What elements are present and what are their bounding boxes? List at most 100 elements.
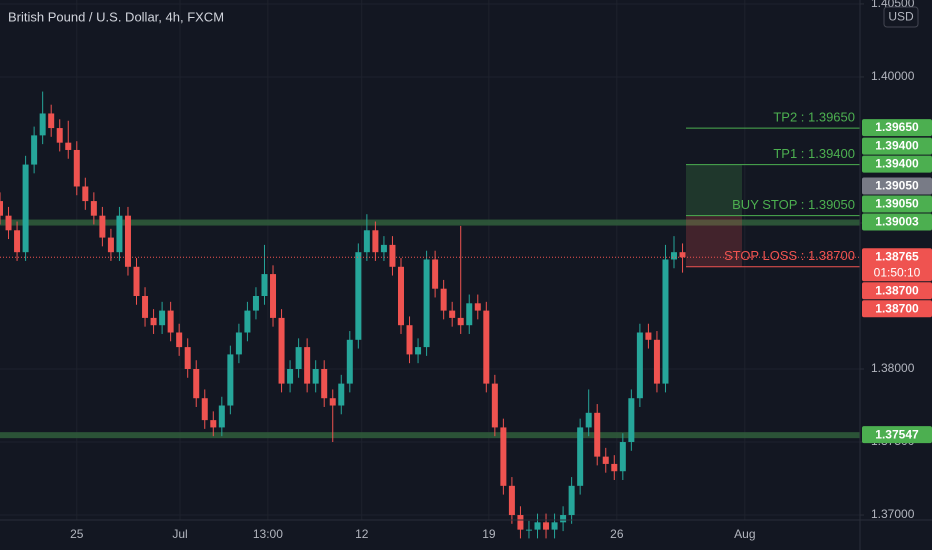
candle-body (270, 274, 277, 318)
candle-body (585, 412, 592, 428)
price-tag-label: 1.39650 (875, 120, 919, 134)
support-resistance-zone (0, 219, 860, 226)
candle-body (397, 266, 404, 326)
price-tag-label: 1.39050 (875, 179, 919, 193)
candle-body (406, 325, 413, 355)
candle-body (611, 463, 618, 472)
candle-body (372, 230, 379, 253)
candle-body (99, 215, 106, 238)
candle-body (653, 339, 660, 384)
candle-body (671, 252, 678, 260)
candle-body (568, 485, 575, 516)
order-label: STOP LOSS : 1.38700 (724, 248, 855, 263)
candle-body (355, 252, 362, 340)
candle-body (176, 332, 183, 348)
candles (0, 91, 686, 539)
y-tick-label: 1.40500 (871, 0, 915, 10)
candle-body (491, 383, 498, 428)
candle-body (560, 515, 567, 523)
candle-body (329, 398, 336, 406)
support-resistance-zone (0, 432, 860, 439)
price-tag (862, 137, 932, 155)
candle-body (457, 317, 464, 326)
candle-body (415, 347, 422, 355)
candle-body (150, 317, 157, 326)
currency-button[interactable] (883, 6, 919, 28)
candle-body (5, 215, 12, 231)
candle-body (423, 259, 430, 348)
candle-body (193, 369, 200, 399)
candle-body (48, 113, 55, 129)
candle-body (244, 310, 251, 333)
price-tags: 1.39650 1.39400 1.39400 1.39050 1.39050 1.390… (862, 119, 932, 444)
x-tick-label: 13:00 (253, 527, 283, 541)
candle-body (218, 405, 225, 428)
loss-zone (686, 215, 742, 267)
price-tag (862, 300, 932, 318)
x-tick-label: 25 (70, 527, 84, 541)
candle-body (440, 288, 447, 311)
order-label: TP1 : 1.39400 (773, 146, 855, 161)
candle-body (201, 398, 208, 421)
zones (0, 219, 860, 439)
candle-body (227, 354, 234, 406)
candle-body (380, 244, 387, 253)
x-tick-label: 26 (610, 527, 624, 541)
y-tick-label: 1.40000 (871, 69, 915, 83)
price-tag (862, 282, 932, 300)
x-tick-label: 19 (482, 527, 496, 541)
candle-body (602, 456, 609, 464)
price-tag-label: 1.39400 (875, 157, 919, 171)
candle-body (287, 369, 294, 384)
price-tag-label: 1.38765 (875, 249, 919, 263)
candle-body (82, 186, 89, 202)
candle-body (389, 244, 396, 267)
candle-body (474, 303, 481, 311)
price-tag-label: 1.39003 (875, 215, 919, 229)
candle-body (483, 310, 490, 384)
x-tick-label: Aug (734, 527, 755, 541)
countdown-label: 01:50:10 (874, 265, 921, 279)
candle-body (304, 347, 311, 384)
position-tool[interactable]: TP2 : 1.39650 TP1 : 1.39400 BUY STOP : 1.3… (0, 110, 860, 268)
candle-body (346, 339, 353, 384)
candle-body (338, 383, 345, 406)
candle-body (31, 135, 38, 165)
order-label: TP2 : 1.39650 (773, 110, 855, 125)
candle-body (543, 522, 550, 530)
candle-body (534, 522, 541, 530)
candle-body (107, 237, 114, 253)
candle-body (116, 215, 123, 253)
candle-body (167, 310, 174, 333)
price-tag-label: 1.37547 (875, 427, 919, 441)
candle-body (508, 485, 515, 516)
candle-body (252, 295, 259, 311)
price-tag-label: 1.38700 (875, 283, 919, 297)
candle-body (449, 310, 456, 318)
x-tick-label: 12 (355, 527, 369, 541)
candle-body (577, 427, 584, 486)
price-tag (862, 213, 932, 231)
candle-body (628, 398, 635, 443)
price-tag-label: 1.39400 (875, 139, 919, 153)
price-tag (862, 177, 932, 195)
candle-body (14, 230, 21, 253)
price-tag-label: 1.38700 (875, 301, 919, 315)
candle-body (210, 420, 217, 428)
candle-body (184, 347, 191, 370)
candle-body (278, 317, 285, 384)
candle-body (56, 128, 63, 143)
candle-body (142, 295, 149, 318)
price-tag (862, 248, 932, 282)
y-tick-label: 1.37000 (871, 507, 915, 521)
price-tag (862, 195, 932, 213)
candle-body (466, 303, 473, 326)
chart-title: British Pound / U.S. Dollar, 4h, FXCM (8, 9, 224, 24)
candle-body (0, 201, 3, 216)
candle-body (432, 259, 439, 289)
candle-body (235, 332, 242, 355)
profit-zone (686, 164, 742, 216)
candle-body (321, 369, 328, 399)
